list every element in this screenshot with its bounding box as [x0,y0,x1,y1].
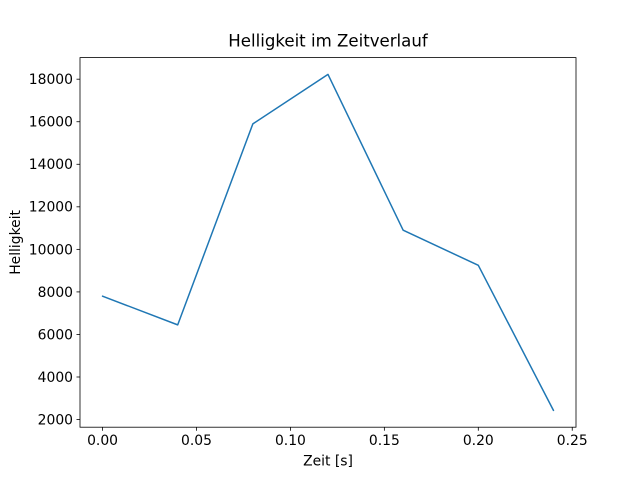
x-tick-label: 0.05 [181,433,212,449]
y-tick-label: 10000 [29,242,73,258]
y-tick-label: 6000 [38,327,73,343]
y-axis-label: Helligkeit [8,209,24,274]
y-tick-label: 2000 [38,412,73,428]
x-tick-label: 0.20 [463,433,494,449]
axes-spines [79,57,577,428]
x-tick-label: 0.25 [557,433,588,449]
y-axis-ticks: 2000 4000 6000 8000 10000 12000 14000 16000 1800… [29,72,80,428]
y-tick-label: 18000 [29,72,73,88]
y-tick-label: 14000 [29,157,73,173]
plot-area [80,57,576,428]
x-axis-ticks: 0.00 0.05 0.10 0.15 0.20 0.25 [87,427,588,449]
y-tick-label: 16000 [29,115,73,131]
chart-title: Helligkeit im Zeitverlauf [228,32,429,51]
x-tick-label: 0.15 [369,433,400,449]
y-tick-label: 8000 [38,285,73,301]
y-tick-label: 4000 [38,370,73,386]
x-tick-label: 0.00 [87,433,118,449]
brightness-line [101,73,555,412]
x-tick-label: 0.10 [275,433,306,449]
x-axis-label: Zeit [s] [303,454,353,470]
data-line-series [101,73,555,412]
y-tick-label: 12000 [29,200,73,216]
